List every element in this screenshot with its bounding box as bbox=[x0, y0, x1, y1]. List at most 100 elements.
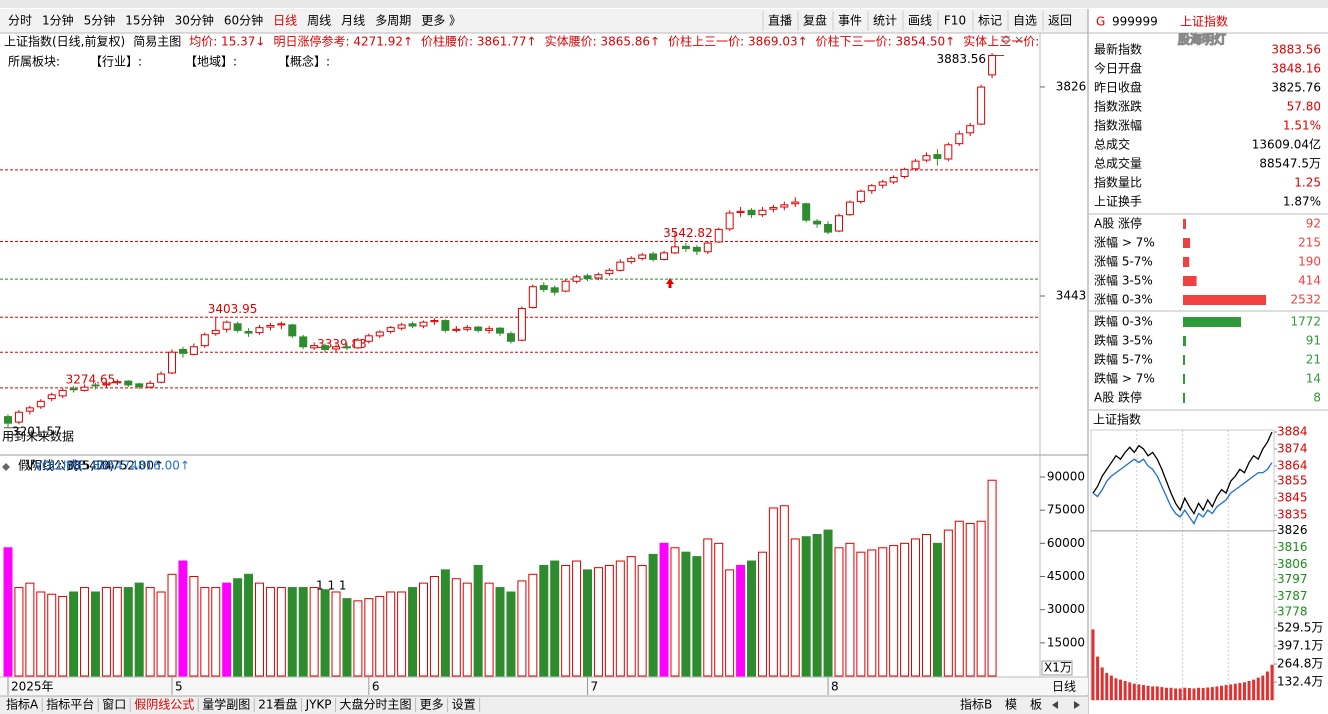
mini-volume-bar bbox=[1192, 688, 1196, 700]
volume-bar bbox=[353, 600, 363, 677]
candle-body bbox=[867, 185, 876, 192]
candle-body bbox=[539, 285, 548, 290]
scroll-arrows[interactable] bbox=[1052, 701, 1080, 709]
period-tab[interactable]: 分时 bbox=[8, 14, 32, 28]
mini-volume-bar bbox=[1096, 656, 1100, 700]
period-tab[interactable]: 周线 bbox=[307, 14, 331, 28]
candle-body bbox=[780, 204, 789, 208]
volume-bar bbox=[900, 542, 910, 677]
period-tab[interactable]: 更多 》 bbox=[421, 14, 461, 28]
mini-volume-bar bbox=[1256, 677, 1260, 700]
bottom-right-tab[interactable]: 板 bbox=[1030, 698, 1042, 712]
period-tab[interactable]: 15分钟 bbox=[125, 13, 164, 28]
bottom-tab[interactable]: 设置 bbox=[452, 698, 476, 712]
bottom-tab[interactable]: JYKP bbox=[305, 698, 332, 712]
bottom-tab[interactable]: 假阴线公式 bbox=[134, 698, 194, 712]
volume-bar bbox=[123, 587, 133, 677]
breadth-count: 414 bbox=[1298, 274, 1321, 288]
bottom-right-tab[interactable]: 指标B bbox=[960, 697, 992, 712]
bottom-tab[interactable]: 21看盘 bbox=[258, 697, 297, 712]
volume-bar bbox=[331, 591, 341, 677]
breadth-count: 14 bbox=[1306, 372, 1321, 386]
toolbar-button[interactable]: F10 bbox=[944, 14, 966, 28]
volume-bar bbox=[681, 551, 691, 677]
level-label: 3274.65 bbox=[66, 372, 116, 386]
volume-bar bbox=[451, 578, 461, 677]
mini-volume-bar bbox=[1146, 685, 1150, 700]
menu-strip bbox=[0, 0, 1328, 8]
bottom-tab[interactable]: 窗口 bbox=[102, 698, 126, 712]
candle-body bbox=[299, 336, 308, 348]
mini-volume-bar bbox=[1128, 682, 1132, 700]
period-bar bbox=[0, 9, 1088, 33]
candle-body bbox=[681, 245, 690, 250]
mini-volume-bar bbox=[1119, 679, 1123, 700]
volume-bar bbox=[976, 520, 986, 677]
volume-bar bbox=[550, 560, 560, 677]
info-text: 简易主图 bbox=[133, 35, 181, 49]
volume-bar bbox=[80, 587, 90, 677]
breadth-label: 涨幅 > 7% bbox=[1094, 235, 1155, 250]
toolbar-button[interactable]: 标记 bbox=[978, 14, 1002, 28]
period-tab[interactable]: 日线 bbox=[273, 14, 297, 28]
indicator-header: 假阴线公式(5,10) bbox=[18, 459, 114, 473]
volume-bar bbox=[145, 587, 155, 677]
candle-body bbox=[200, 334, 209, 347]
volume-bar bbox=[812, 534, 822, 677]
diamond-icon[interactable] bbox=[1001, 35, 1011, 45]
volume-bar bbox=[134, 582, 144, 677]
candle-body bbox=[4, 416, 12, 424]
quote-value: 3848.16 bbox=[1271, 62, 1321, 76]
toolbar-button[interactable]: 画线 bbox=[908, 14, 932, 28]
mini-volume-bar bbox=[1233, 683, 1237, 700]
signal-arrow bbox=[666, 278, 674, 288]
volume-bar bbox=[320, 589, 330, 677]
toolbar-button[interactable]: 统计 bbox=[873, 14, 897, 28]
volume-bar bbox=[495, 587, 505, 677]
candle-body bbox=[911, 160, 920, 170]
toolbar-button[interactable]: 返回 bbox=[1048, 14, 1072, 28]
toolbar-button[interactable]: 自选 bbox=[1013, 14, 1037, 28]
volume-bar bbox=[823, 529, 833, 677]
unit-box bbox=[1041, 660, 1073, 676]
volume-bar bbox=[47, 593, 57, 677]
candle-body bbox=[703, 242, 712, 253]
period-tab[interactable]: 多周期 bbox=[375, 14, 411, 28]
mini-volume-bar bbox=[1114, 678, 1118, 700]
candle-body bbox=[189, 346, 198, 355]
volume-bar bbox=[528, 573, 538, 677]
bottom-right-tab[interactable]: 模 bbox=[1005, 698, 1017, 712]
info-text: 实体腰价: 3865.86↑ bbox=[545, 34, 661, 49]
sector-label: 【概念】: bbox=[278, 54, 330, 69]
mini-tick-label: 3864 bbox=[1277, 458, 1308, 472]
toolbar-button[interactable]: 事件 bbox=[838, 14, 862, 28]
volume-bar bbox=[58, 595, 68, 677]
bottom-tab[interactable]: 更多 bbox=[420, 698, 444, 712]
bottom-tab[interactable]: 指标平台 bbox=[46, 697, 94, 712]
breadth-label: 涨幅 3-5% bbox=[1094, 273, 1153, 288]
candle-body bbox=[692, 246, 701, 252]
volume-bar bbox=[473, 564, 483, 677]
candle-body bbox=[288, 324, 297, 337]
candle-body bbox=[266, 324, 275, 328]
volume-bar bbox=[233, 578, 243, 677]
bottom-tab[interactable]: 指标A bbox=[6, 697, 39, 712]
toolbar-button[interactable]: 直播 bbox=[768, 14, 792, 28]
bottom-tab[interactable]: 量学副图 bbox=[202, 697, 250, 712]
breadth-count: 21 bbox=[1306, 353, 1321, 367]
volume-bar bbox=[506, 591, 516, 677]
period-tab[interactable]: 60分钟 bbox=[224, 13, 263, 28]
period-tab[interactable]: 30分钟 bbox=[175, 13, 214, 28]
y-tick-label: 75000 bbox=[1047, 503, 1085, 517]
period-tab[interactable]: 月线 bbox=[341, 14, 365, 28]
candle-body bbox=[616, 261, 625, 271]
toolbar-button[interactable]: 复盘 bbox=[803, 13, 827, 28]
bottom-tab[interactable]: 大盘分时主图 bbox=[340, 697, 412, 712]
breadth-count: 91 bbox=[1306, 334, 1321, 348]
candle-body bbox=[25, 407, 34, 412]
period-tab[interactable]: 1分钟 bbox=[42, 13, 74, 28]
candle-body bbox=[496, 327, 505, 334]
close-icon[interactable] bbox=[1015, 36, 1023, 44]
mini-volume-bar bbox=[1100, 667, 1104, 700]
period-tab[interactable]: 5分钟 bbox=[84, 13, 116, 28]
